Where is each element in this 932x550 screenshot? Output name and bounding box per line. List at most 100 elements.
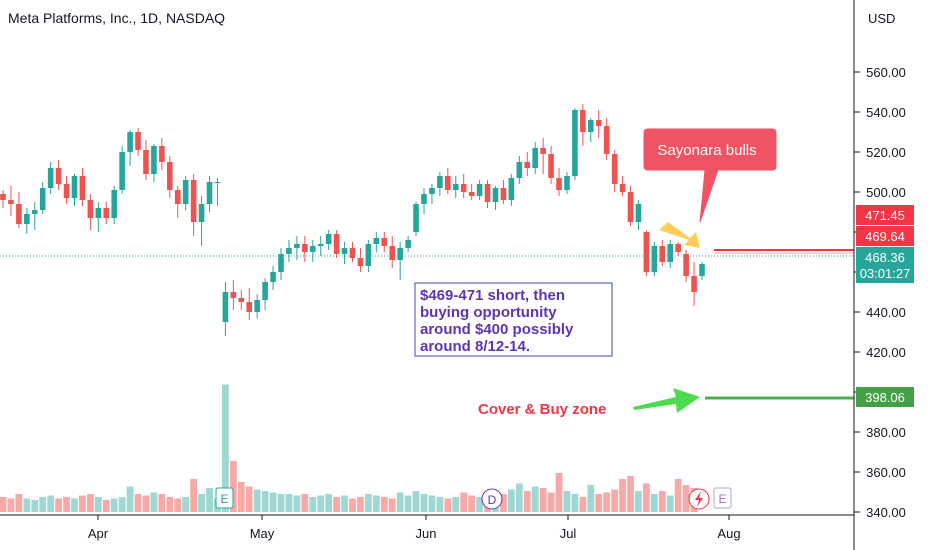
volume-bar bbox=[174, 498, 182, 512]
volume-bar bbox=[555, 473, 563, 512]
volume-bar bbox=[619, 479, 626, 512]
candle-body bbox=[206, 182, 213, 204]
time-tick-label: Jul bbox=[560, 526, 577, 541]
candle-body bbox=[572, 110, 578, 176]
earnings-marker-upcoming[interactable]: E bbox=[713, 487, 732, 509]
volume-bar bbox=[229, 461, 237, 512]
volume-bar bbox=[611, 489, 619, 512]
volume-bar bbox=[674, 479, 682, 512]
candle-body bbox=[357, 258, 364, 266]
candle-body bbox=[413, 204, 419, 232]
flash-icon[interactable] bbox=[688, 488, 710, 510]
candle-body bbox=[540, 148, 546, 154]
volume-bar bbox=[404, 495, 412, 512]
volume-bar bbox=[94, 497, 102, 512]
candle-body bbox=[349, 248, 356, 258]
note-line-1: $469-471 short, then bbox=[420, 287, 565, 304]
price-badge-471: 471.45 bbox=[856, 205, 914, 225]
candle-body bbox=[135, 132, 141, 150]
earnings-marker[interactable]: E bbox=[215, 487, 234, 509]
candle-body bbox=[119, 152, 125, 190]
volume-bar bbox=[357, 497, 364, 512]
candle-body bbox=[325, 234, 332, 244]
volume-bar bbox=[341, 495, 348, 512]
volume-bar bbox=[531, 486, 539, 512]
price-tick-label: 380.00 bbox=[866, 425, 906, 440]
volume-bar bbox=[333, 497, 341, 512]
candle-body bbox=[564, 176, 570, 190]
volume-bar bbox=[206, 488, 213, 512]
candle-body bbox=[278, 254, 284, 272]
time-tick-label: Apr bbox=[88, 526, 109, 541]
candle-body bbox=[24, 214, 30, 224]
volume-bar bbox=[7, 498, 15, 512]
time-tick-label: Jun bbox=[416, 526, 437, 541]
price-tick-label: 360.00 bbox=[866, 465, 906, 480]
green-arrow-icon[interactable] bbox=[633, 388, 700, 413]
candle-body bbox=[611, 154, 618, 184]
volume-bar bbox=[603, 492, 611, 512]
candle-body bbox=[333, 234, 340, 254]
volume-bar bbox=[666, 495, 674, 512]
yellow-pointer-icon bbox=[659, 222, 700, 248]
volume-bar bbox=[15, 494, 23, 512]
candle-body bbox=[587, 120, 594, 132]
candle-body bbox=[595, 120, 602, 126]
volume-bar bbox=[79, 495, 86, 512]
candle-body bbox=[651, 246, 658, 272]
candle-body bbox=[667, 244, 674, 262]
volume-bars bbox=[0, 384, 698, 512]
volume-bar bbox=[301, 494, 309, 512]
note-box[interactable]: $469-471 short, then buying opportunity … bbox=[414, 282, 613, 357]
candle-body bbox=[294, 244, 300, 248]
volume-bar bbox=[412, 491, 420, 512]
candle-body bbox=[580, 110, 586, 132]
svg-text:469.64: 469.64 bbox=[865, 229, 905, 244]
candle-body bbox=[691, 276, 697, 292]
note-line-4: around 8/12-14. bbox=[420, 338, 530, 355]
candle-body bbox=[508, 178, 515, 200]
volume-bar bbox=[587, 485, 595, 512]
candle-body bbox=[230, 292, 237, 298]
note-line-2: buying opportunity bbox=[420, 304, 557, 321]
volume-bar bbox=[309, 497, 317, 512]
volume-bar bbox=[150, 492, 158, 512]
volume-bar bbox=[642, 483, 650, 512]
countdown: 03:01:27 bbox=[860, 266, 911, 281]
volume-bar bbox=[436, 497, 444, 512]
volume-bar bbox=[452, 497, 460, 512]
price-tick-label: 540.00 bbox=[866, 105, 906, 120]
chart-title: Meta Platforms, Inc., 1D, NASDAQ bbox=[8, 10, 226, 26]
volume-bar bbox=[142, 495, 150, 512]
candle-body bbox=[190, 180, 197, 222]
candle-body bbox=[492, 188, 499, 202]
candle-body bbox=[317, 244, 324, 246]
volume-bar bbox=[420, 494, 428, 512]
volume-bar bbox=[500, 494, 507, 512]
candle-body bbox=[484, 184, 491, 202]
volume-bar bbox=[222, 384, 229, 512]
candle-body bbox=[16, 204, 22, 224]
dividend-marker[interactable]: D bbox=[481, 488, 503, 510]
candle-body bbox=[699, 264, 705, 276]
volume-bar bbox=[277, 494, 285, 512]
price-tick-label: 440.00 bbox=[866, 305, 906, 320]
price-tick-label: 420.00 bbox=[866, 345, 906, 360]
svg-text:E: E bbox=[220, 492, 228, 506]
candle-body bbox=[262, 282, 268, 300]
svg-text:468.36: 468.36 bbox=[865, 250, 905, 265]
volume-bar bbox=[658, 491, 666, 512]
volume-bar bbox=[444, 498, 452, 512]
svg-text:$469-471 short, then buy: $469-471 short, then buying opportunity … bbox=[420, 287, 578, 355]
sayonara-callout[interactable]: Sayonara bulls bbox=[643, 128, 777, 223]
currency-selector[interactable]: USD bbox=[868, 11, 896, 26]
volume-bar bbox=[325, 494, 333, 512]
candle-body bbox=[476, 184, 483, 196]
volume-bar bbox=[245, 486, 253, 512]
volume-bar bbox=[579, 497, 587, 512]
volume-bar bbox=[627, 476, 634, 512]
volume-bar bbox=[134, 494, 142, 512]
volume-bar bbox=[595, 494, 603, 512]
svg-text:471.45: 471.45 bbox=[865, 208, 905, 223]
